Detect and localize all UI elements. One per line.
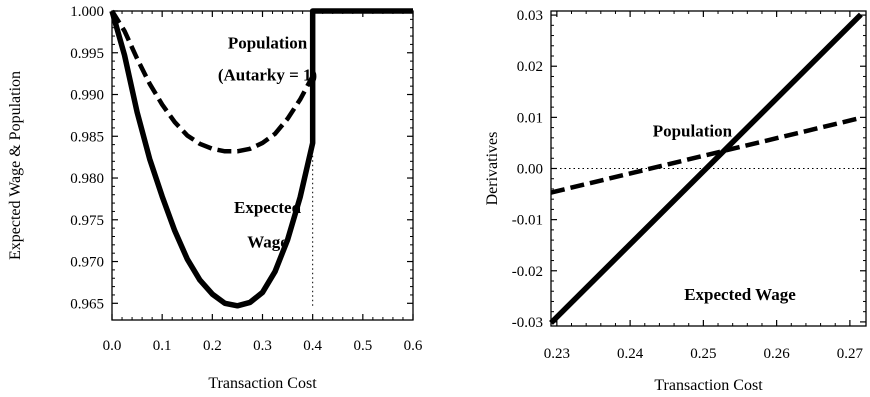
series-line-expected-wage [109,8,413,309]
y-tick-label: 0.990 [70,88,104,104]
y-tick-label: 0.02 [517,59,543,75]
series-annotation: (Autarky = 1) [218,65,317,84]
series-annotation: Wage [247,232,288,251]
y-tick-label: 0.975 [70,213,104,229]
y-tick-label: 0.980 [70,171,104,187]
x-tick-label: 0.5 [353,338,372,354]
x-tick-label: 0.3 [253,338,272,354]
y-tick-label: 0.965 [70,296,104,312]
x-tick-label: 0.23 [544,346,570,362]
left-panel: 0.0 0.1 0.2 0.3 0.4 0.5 0.6 0.965 0.970 0.975 0.98… [7,4,423,392]
y-tick-label: 0.995 [70,46,104,62]
x-tick-label: 0.1 [153,338,172,354]
y-tick-label: 1.000 [70,4,104,20]
y-axis-title: Derivatives [484,132,501,206]
y-tick-label: 0.985 [70,129,104,145]
x-tick-label: 0.2 [203,338,222,354]
series-annotation: Expected Wage [684,285,796,304]
series-line-population [110,9,315,154]
series-annotation: Population [653,121,733,140]
series-annotation: Expected [234,198,302,217]
y-axis-title: Expected Wage & Population [7,71,24,260]
x-tick-label: 0.4 [303,338,322,354]
series-line-population [550,115,862,195]
plot-frame [111,10,414,321]
x-tick-label: 0.27 [837,346,864,362]
x-tick-label: 0.6 [404,338,423,354]
x-tick-label: 0.24 [617,346,644,362]
y-tick-label: -0.03 [512,315,543,331]
y-tick-label: 0.00 [517,162,543,178]
x-tick-label: 0.26 [764,346,791,362]
x-tick-label: 0.0 [103,338,122,354]
y-tick-label: 0.01 [517,110,543,126]
y-tick-label: 0.970 [70,255,104,271]
y-tick-label: 0.03 [517,8,543,24]
y-tick-label: -0.01 [512,213,543,229]
series-line-expected-wage [549,12,863,325]
series-annotation: Population [228,34,308,53]
right-panel: 0.23 0.24 0.25 0.26 0.27 -0.03 -0.02 -0.01 0.00 0… [484,8,867,394]
x-axis-title: Transaction Cost [654,377,763,394]
y-tick-label: -0.02 [512,264,543,280]
x-tick-label: 0.25 [690,346,716,362]
x-axis-title: Transaction Cost [208,375,317,392]
